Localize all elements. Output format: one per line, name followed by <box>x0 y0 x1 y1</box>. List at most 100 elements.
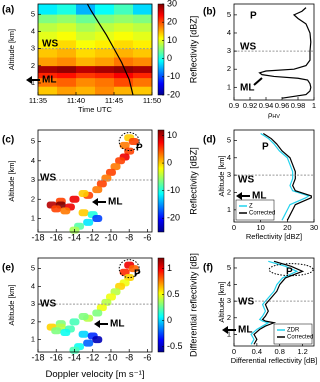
cell <box>92 336 103 344</box>
y-tick-label: 4 <box>227 153 231 162</box>
annotation: ML <box>110 319 124 330</box>
heat-cell <box>133 31 153 41</box>
x-tick-label: 11:50 <box>143 96 161 105</box>
heat-cell <box>57 31 77 41</box>
cell <box>119 268 130 276</box>
cell <box>124 147 135 155</box>
cell <box>110 163 121 171</box>
x-tick-label: 0.8 <box>274 347 284 356</box>
y-tick-label: 3 <box>31 175 35 184</box>
heat-cell <box>57 72 77 79</box>
cell <box>92 215 103 223</box>
colorbar-label: Reflectivity [dBZ] <box>188 147 198 215</box>
panel: 0.9 0.92 0.94 0.96 0.98 1 1 2 3 4 5 (b) ρHV P WS ML <box>203 3 316 120</box>
cell <box>96 180 107 188</box>
colorbar <box>157 3 165 96</box>
heat-cell <box>95 72 115 79</box>
colorbar-tick-label: 10 <box>167 130 177 140</box>
y-tick-label: 2 <box>227 64 231 73</box>
heat-cell <box>95 48 115 58</box>
heat-cell <box>133 40 153 49</box>
x-axis-label: ρHV <box>268 110 280 120</box>
heat-cell <box>76 14 96 24</box>
profile-line <box>250 260 299 345</box>
x-axis-label-main: ρ <box>268 110 272 119</box>
heat-cell <box>95 57 115 67</box>
x-tick-label: 0.94 <box>259 101 274 110</box>
heat-cell <box>133 22 153 32</box>
x-tick-label: 30 <box>310 223 318 232</box>
heat-cell <box>38 22 58 32</box>
heat-cell <box>114 4 134 15</box>
annotation: WS <box>40 299 56 310</box>
heat-cell <box>114 72 134 79</box>
plot-frame <box>233 129 315 223</box>
plot-frame <box>37 129 153 233</box>
panel: 0 10 20 30 1 2 3 4 5 (d)Altitude [km] Reflectivity… <box>203 129 318 241</box>
heat-cell <box>57 40 77 49</box>
x-axis-label-main: Reflectivity [dBZ] <box>246 232 302 241</box>
heat-cell <box>57 86 77 96</box>
x-tick-label: 0.98 <box>291 101 306 110</box>
panel-label: (b) <box>203 7 216 18</box>
y-axis-label: Altitude [km] <box>7 284 16 325</box>
colorbar-label: Reflectivity [dBZ] <box>188 16 198 84</box>
arrow-head <box>236 192 242 200</box>
panel-label: (e) <box>2 263 14 274</box>
x-tick-label: -12 <box>86 232 99 242</box>
colorbar <box>157 129 165 233</box>
y-tick-label: 4 <box>227 280 231 289</box>
legend-label: Corrected <box>249 211 275 217</box>
x-axis-label-main: Time UTC <box>78 105 112 114</box>
heat-cell <box>38 48 58 58</box>
annotation: ML <box>238 325 252 336</box>
heat-cell <box>114 86 134 96</box>
heat-cell <box>57 57 77 67</box>
y-tick-label: 2 <box>227 187 231 196</box>
annotation: P <box>262 142 269 153</box>
cell <box>105 168 116 176</box>
x-tick-label: -8 <box>125 352 133 362</box>
y-axis-label: Altitude [km] <box>217 281 226 322</box>
colorbar-tick-label: 30 <box>167 0 177 8</box>
heat-cell <box>76 22 96 32</box>
heat-cell <box>57 14 77 24</box>
heat-cell <box>95 14 115 24</box>
annotation: P <box>134 269 141 280</box>
annotation: ML <box>42 75 56 86</box>
x-tick-label: 1.2 <box>297 347 307 356</box>
y-tick-label: 3 <box>227 170 231 179</box>
x-tick-label: -8 <box>125 232 133 242</box>
y-tick-label: 5 <box>227 135 231 144</box>
cell <box>83 339 94 347</box>
colorbar-tick-label: -20 <box>167 213 180 223</box>
colorbar-tick-label: -10 <box>167 185 180 195</box>
panel: 0 0.4 0.8 1.2 1 2 3 4 5 (f) Altitude [km] Different… <box>203 257 317 365</box>
x-axis-label: Doppler velocity [m s⁻¹] <box>46 369 145 380</box>
cell <box>110 288 121 296</box>
arrow <box>253 77 263 86</box>
legend-label: Corrected <box>287 335 313 341</box>
x-tick-label: -12 <box>86 352 99 362</box>
y-tick-label: 3 <box>227 296 231 305</box>
heat-cell <box>76 31 96 41</box>
y-tick-label: 3 <box>227 46 231 55</box>
panel-label: (f) <box>203 263 213 274</box>
x-tick-label: -16 <box>50 232 63 242</box>
cell <box>128 138 139 146</box>
x-tick-label: 0.92 <box>243 101 258 110</box>
cell <box>78 313 89 321</box>
heat-cell <box>38 4 58 15</box>
profile-line <box>263 132 312 221</box>
cell <box>115 157 126 165</box>
plot-frame <box>233 257 315 347</box>
y-tick-label: 4 <box>31 26 35 35</box>
heat-cell <box>133 57 153 67</box>
heat-cell <box>38 86 58 96</box>
heat-cell <box>114 57 134 67</box>
legend-label: Z <box>249 204 253 210</box>
panel-label: (d) <box>203 135 216 146</box>
heat-cell <box>57 22 77 32</box>
p-circle <box>118 132 140 152</box>
colorbar-tick-label: 20 <box>167 17 177 27</box>
